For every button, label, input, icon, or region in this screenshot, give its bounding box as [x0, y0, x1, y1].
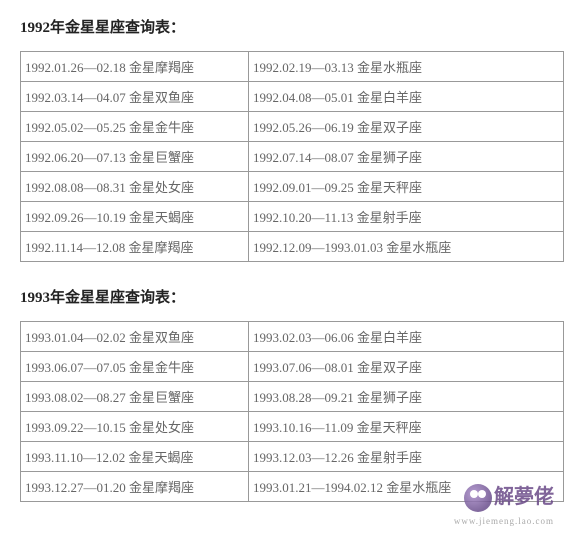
cell-right: 1992.05.26—06.19 金星双子座 — [249, 112, 564, 142]
cell-right: 1992.09.01—09.25 金星天秤座 — [249, 172, 564, 202]
cell-right: 1992.04.08—05.01 金星白羊座 — [249, 82, 564, 112]
table-row: 1992.06.20—07.13 金星巨蟹座 1992.07.14—08.07 … — [21, 142, 564, 172]
cell-left: 1993.09.22—10.15 金星处女座 — [21, 412, 249, 442]
cell-right: 1992.12.09—1993.01.03 金星水瓶座 — [249, 232, 564, 262]
cell-left: 1993.08.02—08.27 金星巨蟹座 — [21, 382, 249, 412]
cell-left: 1992.11.14—12.08 金星摩羯座 — [21, 232, 249, 262]
watermark-icon — [464, 484, 492, 512]
cell-right: 1993.02.03—06.06 金星白羊座 — [249, 322, 564, 352]
table-row: 1992.11.14—12.08 金星摩羯座 1992.12.09—1993.0… — [21, 232, 564, 262]
cell-right: 1992.07.14—08.07 金星狮子座 — [249, 142, 564, 172]
cell-left: 1992.05.02—05.25 金星金牛座 — [21, 112, 249, 142]
cell-left: 1993.01.04—02.02 金星双鱼座 — [21, 322, 249, 352]
table-row: 1993.08.02—08.27 金星巨蟹座 1993.08.28—09.21 … — [21, 382, 564, 412]
watermark-text: 解夢佬 — [494, 486, 554, 508]
table-row: 1992.08.08—08.31 金星处女座 1992.09.01—09.25 … — [21, 172, 564, 202]
cell-left: 1993.12.27—01.20 金星摩羯座 — [21, 472, 249, 502]
table-row: 1992.03.14—04.07 金星双鱼座 1992.04.08—05.01 … — [21, 82, 564, 112]
cell-right: 1993.12.03—12.26 金星射手座 — [249, 442, 564, 472]
cell-left: 1992.01.26—02.18 金星摩羯座 — [21, 52, 249, 82]
table-row: 1993.01.04—02.02 金星双鱼座 1993.02.03—06.06 … — [21, 322, 564, 352]
cell-right: 1993.10.16—11.09 金星天秤座 — [249, 412, 564, 442]
cell-left: 1992.03.14—04.07 金星双鱼座 — [21, 82, 249, 112]
table-1992: 1992.01.26—02.18 金星摩羯座 1992.02.19—03.13 … — [20, 51, 564, 262]
cell-right: 1992.02.19—03.13 金星水瓶座 — [249, 52, 564, 82]
table-1993: 1993.01.04—02.02 金星双鱼座 1993.02.03—06.06 … — [20, 321, 564, 502]
cell-right: 1992.10.20—11.13 金星射手座 — [249, 202, 564, 232]
watermark-url: www.jiemeng.lao.com — [454, 516, 554, 526]
cell-left: 1992.09.26—10.19 金星天蝎座 — [21, 202, 249, 232]
table-row: 1992.01.26—02.18 金星摩羯座 1992.02.19—03.13 … — [21, 52, 564, 82]
table-row: 1992.05.02—05.25 金星金牛座 1992.05.26—06.19 … — [21, 112, 564, 142]
cell-left: 1993.06.07—07.05 金星金牛座 — [21, 352, 249, 382]
section-title-1993: 1993年金星星座查询表： — [20, 286, 564, 307]
cell-right: 1993.08.28—09.21 金星狮子座 — [249, 382, 564, 412]
section-title-1992: 1992年金星星座查询表： — [20, 16, 564, 37]
watermark: 解夢佬 — [464, 480, 554, 512]
table-row: 1993.11.10—12.02 金星天蝎座 1993.12.03—12.26 … — [21, 442, 564, 472]
cell-left: 1993.11.10—12.02 金星天蝎座 — [21, 442, 249, 472]
table-row: 1992.09.26—10.19 金星天蝎座 1992.10.20—11.13 … — [21, 202, 564, 232]
cell-left: 1992.08.08—08.31 金星处女座 — [21, 172, 249, 202]
cell-left: 1992.06.20—07.13 金星巨蟹座 — [21, 142, 249, 172]
table-row: 1993.09.22—10.15 金星处女座 1993.10.16—11.09 … — [21, 412, 564, 442]
table-row: 1993.06.07—07.05 金星金牛座 1993.07.06—08.01 … — [21, 352, 564, 382]
cell-right: 1993.07.06—08.01 金星双子座 — [249, 352, 564, 382]
